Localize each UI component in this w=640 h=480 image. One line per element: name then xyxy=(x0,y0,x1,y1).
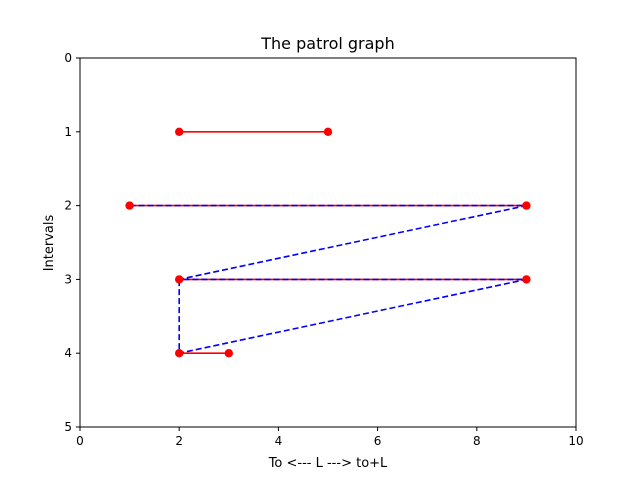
red-point-marker xyxy=(175,349,184,358)
axis-ticks: 0 2 4 6 8 10 0 1 2 3 4 5 xyxy=(64,51,583,448)
plot-area xyxy=(79,57,577,428)
red-point-marker xyxy=(522,201,531,210)
y-tick-label: 3 xyxy=(64,272,72,286)
x-tick-label: 6 xyxy=(374,434,382,448)
y-tick-label: 2 xyxy=(64,199,72,213)
x-tick-label: 4 xyxy=(275,434,283,448)
y-tick-label: 1 xyxy=(64,125,72,139)
x-tick-label: 2 xyxy=(175,434,183,448)
red-point-marker xyxy=(125,201,134,210)
y-tick-label: 5 xyxy=(64,420,72,434)
y-tick-label: 4 xyxy=(64,346,72,360)
chart-title: The patrol graph xyxy=(260,34,394,53)
x-tick-label: 10 xyxy=(568,434,583,448)
y-tick-label: 0 xyxy=(64,51,72,65)
red-point-marker xyxy=(224,349,233,358)
x-tick-label: 8 xyxy=(473,434,481,448)
red-point-marker xyxy=(323,127,333,136)
red-point-marker xyxy=(522,275,531,284)
axes-frame xyxy=(79,57,577,428)
x-tick-label: 0 xyxy=(76,434,84,448)
y-axis-label: Intervals xyxy=(42,214,57,271)
red-point-marker xyxy=(175,127,184,136)
x-axis-label: To <--- L ---> to+L xyxy=(268,456,388,471)
red-point-marker xyxy=(175,275,184,284)
